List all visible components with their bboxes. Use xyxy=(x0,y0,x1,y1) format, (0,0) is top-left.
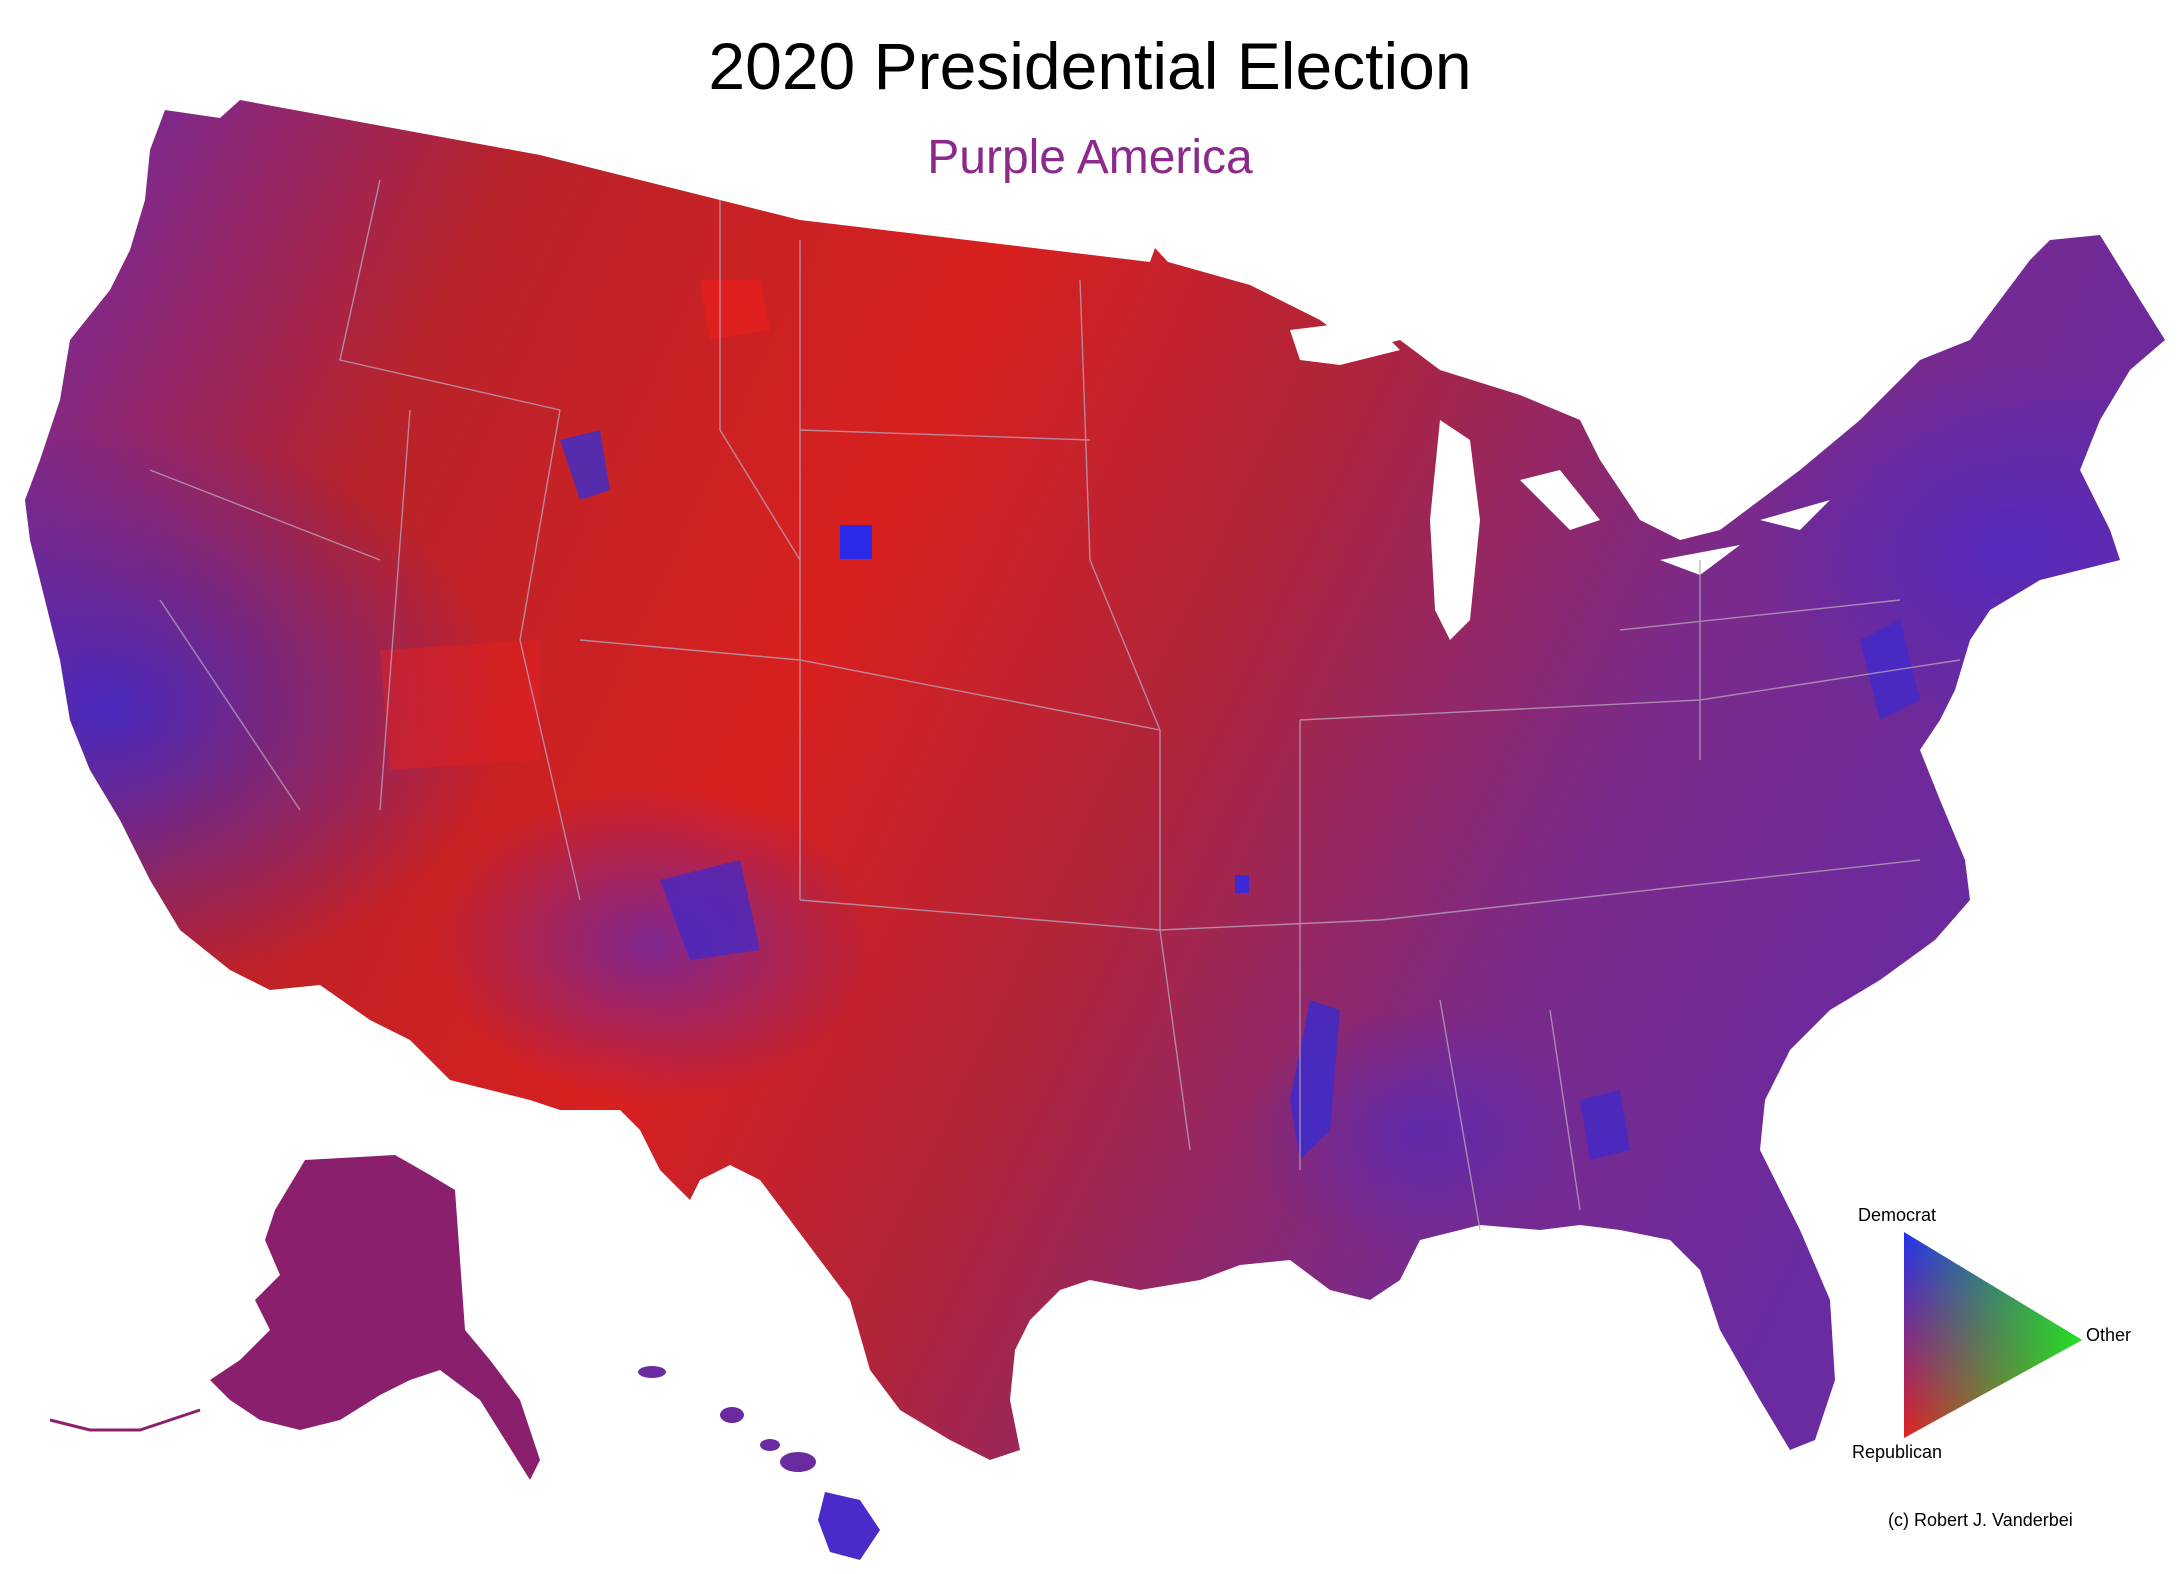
alaska-map xyxy=(210,1155,540,1480)
legend-other-label: Other xyxy=(2086,1325,2132,1345)
copyright-notice: (c) Robert J. Vanderbei xyxy=(1888,1510,2073,1530)
map-title: 2020 Presidential Election xyxy=(708,29,1472,103)
legend-democrat-label: Democrat xyxy=(1858,1205,1937,1225)
hawaii-map xyxy=(638,1366,880,1560)
aleutian-islands xyxy=(49,1408,201,1432)
legend-republican-label: Republican xyxy=(1852,1442,1943,1462)
color-legend-triangle xyxy=(1904,1232,2082,1438)
state-borders xyxy=(149,179,1961,1231)
map-subtitle: Purple America xyxy=(927,131,1253,184)
